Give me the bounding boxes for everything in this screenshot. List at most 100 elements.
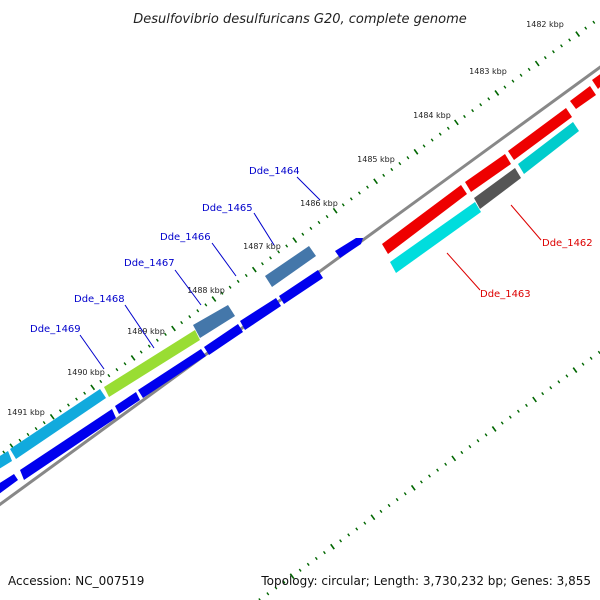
- tick-mark: [34, 426, 38, 431]
- tick-mark: [460, 450, 464, 455]
- tick-mark: [406, 156, 410, 160]
- gene-arrow: [240, 298, 281, 330]
- kbp-tick-label: 1482 kbp: [526, 20, 564, 29]
- tick-mark: [413, 148, 419, 155]
- tick-mark: [260, 262, 264, 266]
- tick-mark: [446, 126, 450, 130]
- tick-mark: [395, 497, 399, 502]
- tick-mark: [589, 356, 593, 360]
- tick-mark: [317, 220, 321, 225]
- tick-mark: [532, 396, 537, 403]
- tick-mark: [282, 580, 286, 584]
- tick-mark: [306, 562, 310, 566]
- tick-mark: [289, 573, 295, 580]
- gene-arrow: [204, 324, 243, 355]
- tick-mark: [66, 403, 70, 407]
- tick-mark: [370, 514, 376, 521]
- tick-mark: [196, 309, 200, 313]
- gene-arrow: [465, 154, 511, 192]
- right-strand-genes: [382, 74, 600, 273]
- tick-mark: [387, 503, 391, 508]
- tick-mark: [534, 60, 540, 67]
- tick-mark: [330, 543, 335, 550]
- tick-mark: [171, 325, 176, 332]
- tick-mark: [557, 380, 561, 384]
- tick-mark: [347, 533, 351, 537]
- gene-arrow: [382, 185, 467, 254]
- tick-mark: [543, 55, 547, 60]
- tick-mark: [484, 433, 488, 437]
- gene-label-dde-1464[interactable]: Dde_1464: [249, 166, 300, 177]
- tick-mark: [349, 197, 353, 201]
- map-title: Desulfovibrio desulfuricans G20, complet…: [133, 12, 467, 27]
- tick-mark: [549, 386, 553, 390]
- kbp-tick-label: 1486 kbp: [300, 199, 338, 208]
- tick-mark: [572, 367, 578, 373]
- tick-mark: [163, 332, 167, 336]
- outer-strand-genes: [0, 246, 316, 469]
- tick-mark: [204, 303, 208, 307]
- gene-label-dde-1466[interactable]: Dde_1466: [160, 232, 211, 243]
- tick-mark: [565, 374, 569, 378]
- tick-mark: [107, 373, 111, 378]
- tick-mark: [266, 592, 270, 596]
- tick-mark: [115, 368, 119, 372]
- gene-arrow: [20, 409, 116, 480]
- tick-mark: [211, 296, 217, 302]
- gene-label-dde-1469[interactable]: Dde_1469: [30, 324, 81, 335]
- tick-mark: [130, 355, 136, 361]
- tick-mark: [180, 320, 184, 325]
- tick-mark: [379, 509, 383, 514]
- gene-label-dde-1462[interactable]: Dde_1462: [542, 238, 593, 249]
- tick-mark: [581, 362, 585, 366]
- gene-label-dde-1468[interactable]: Dde_1468: [74, 294, 125, 305]
- kbp-tick-label: 1491 kbp: [7, 408, 45, 417]
- gene-arrow: [0, 474, 18, 494]
- tick-mark: [123, 362, 127, 366]
- tick-mark: [454, 119, 459, 126]
- tick-mark: [541, 391, 545, 396]
- genome-summary-text: Topology: circular; Length: 3,730,232 bp…: [260, 574, 591, 588]
- gene-arrow: [279, 270, 323, 304]
- tick-mark: [99, 379, 103, 384]
- tick-mark: [560, 44, 563, 48]
- gene-label-dde-1465[interactable]: Dde_1465: [202, 203, 253, 214]
- accession-text: Accession: NC_007519: [8, 574, 144, 588]
- tick-mark: [355, 527, 359, 531]
- tick-mark: [519, 73, 523, 77]
- tick-mark: [436, 468, 440, 472]
- tick-mark: [373, 178, 379, 185]
- tick-mark: [438, 132, 442, 136]
- tick-mark: [49, 413, 55, 420]
- tick-mark: [285, 244, 289, 248]
- kbp-labels: 1482 kbp 1483 kbp 1484 kbp 1485 kbp 1486 kbp…: [7, 20, 564, 417]
- kbp-tick-label: 1489 kbp: [127, 327, 165, 336]
- tick-mark: [325, 214, 329, 219]
- tick-mark: [357, 191, 361, 195]
- tick-mark: [309, 226, 313, 230]
- gene-arrow: [390, 202, 481, 273]
- tick-mark: [471, 108, 475, 113]
- tick-mark: [476, 439, 480, 443]
- gene-label-dde-1463[interactable]: Dde_1463: [480, 289, 531, 300]
- tick-mark: [468, 444, 472, 449]
- tick-mark: [75, 397, 78, 401]
- tick-mark: [274, 586, 278, 590]
- tick-mark: [155, 338, 159, 342]
- tick-mark: [551, 50, 555, 54]
- gene-arrow: [265, 246, 316, 287]
- kbp-tick-label: 1490 kbp: [67, 368, 105, 377]
- gene-arrow: [193, 305, 235, 338]
- tick-mark: [18, 438, 22, 442]
- tick-mark: [277, 250, 281, 254]
- kbp-tick-label: 1488 kbp: [187, 286, 225, 295]
- gene-label-dde-1467[interactable]: Dde_1467: [124, 258, 175, 269]
- tick-mark: [487, 97, 491, 101]
- tick-mark: [422, 144, 426, 148]
- tick-mark: [463, 114, 466, 119]
- tick-mark: [2, 450, 6, 454]
- tick-mark: [341, 203, 345, 207]
- tick-mark: [390, 167, 394, 172]
- tick-mark: [508, 415, 512, 419]
